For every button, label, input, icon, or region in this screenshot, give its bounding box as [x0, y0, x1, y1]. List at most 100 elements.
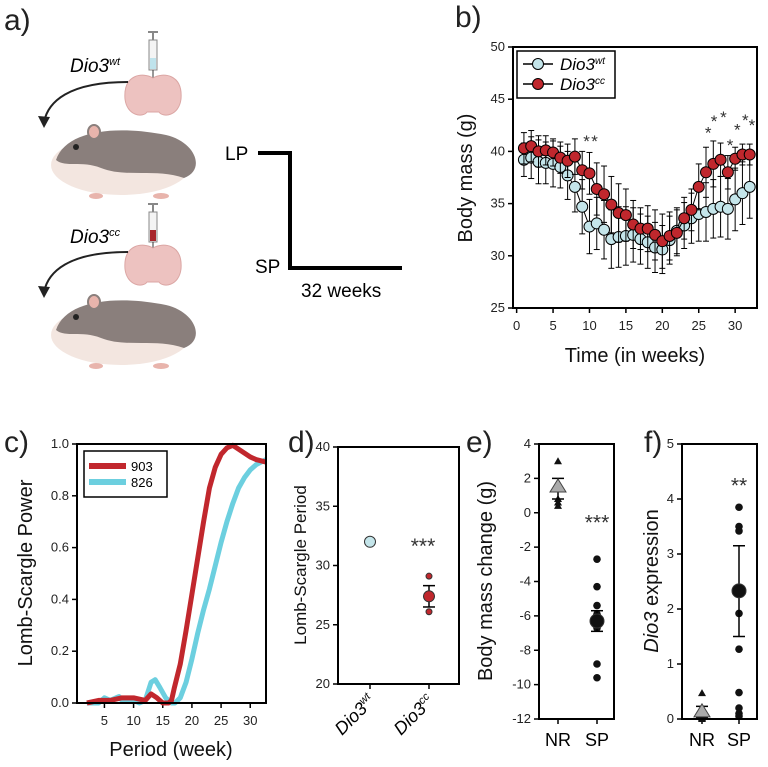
- d-point: [425, 608, 433, 616]
- b-legend-label-base: Dio3: [560, 55, 596, 74]
- hamster-foot: [153, 363, 169, 369]
- f-xtick-label: SP: [727, 730, 751, 750]
- d-plot-frame: [337, 446, 460, 685]
- panel-label-b: b): [455, 1, 482, 34]
- b-point-cc: [743, 148, 756, 161]
- f-point: [735, 645, 743, 653]
- b-point-cc: [721, 166, 734, 179]
- cc-label: Dio3cc: [70, 227, 121, 248]
- c-legend-label-903: 903: [131, 459, 153, 474]
- arrowhead-icon: [38, 116, 50, 128]
- b-point-cc: [619, 209, 632, 222]
- e-significance-stars: ***: [585, 512, 610, 535]
- c-xtick-label: 20: [185, 713, 199, 728]
- timeline-line: [258, 151, 402, 270]
- panel-label-e: e): [466, 426, 493, 459]
- d-ytick-label: 20: [316, 676, 330, 691]
- c-xtick-label: 10: [126, 713, 140, 728]
- hamster-ear: [87, 124, 101, 140]
- c-plot-frame: [76, 443, 267, 704]
- brain-section-icon: [124, 244, 182, 286]
- brain-section-icon: [124, 74, 182, 116]
- b-legend: [516, 50, 616, 99]
- wt-label: Dio3wt: [70, 56, 121, 77]
- cc-label-base: Dio3: [70, 227, 110, 248]
- b-xtick-label: 10: [582, 318, 596, 333]
- b-point-cc: [678, 212, 691, 225]
- e-point: [593, 555, 601, 563]
- d-ytick-label: 25: [316, 617, 330, 632]
- e-ytick-label: -4: [519, 574, 531, 589]
- c-ylabel: Lomb-Scargle Power: [15, 479, 37, 666]
- b-ytick-label: 25: [491, 300, 505, 315]
- c-xtick-label: 30: [243, 713, 257, 728]
- f-significance-stars: **: [731, 475, 747, 498]
- b-xlabel: Time (in weeks): [565, 345, 705, 367]
- b-legend-label-cc: Dio3cc: [560, 75, 605, 94]
- b-point-cc: [583, 167, 596, 180]
- e-ytick-label: 2: [524, 470, 531, 485]
- b-legend-marker-cc: [532, 78, 544, 90]
- c-line-903: [86, 442, 266, 706]
- f-ylabel: Dio3 expression: [641, 509, 663, 652]
- e-point: [554, 457, 562, 465]
- d-point: [425, 572, 433, 580]
- c-legend: [83, 450, 168, 498]
- e-point: [593, 660, 601, 668]
- e-ytick-label: -8: [519, 642, 531, 657]
- curved-arrow-icon: [43, 251, 129, 293]
- b-ytick-label: 30: [491, 248, 505, 263]
- duration-label: 32 weeks: [301, 281, 381, 302]
- b-point-wt: [598, 223, 611, 236]
- d-xtick-label-wt: Dio3wt: [331, 690, 380, 739]
- b-legend-label-sup: cc: [595, 76, 605, 87]
- e-ytick-label: 4: [524, 436, 531, 451]
- e-mean-marker: [589, 613, 605, 629]
- c-ytick-label: 0.0: [51, 695, 69, 710]
- f-ytick-label: 0: [667, 711, 674, 726]
- b-significance-star: *: [711, 112, 718, 131]
- e-xtick-label: SP: [585, 730, 609, 750]
- cc-injection-group: Dio3cc: [38, 203, 196, 369]
- hamster-body: [56, 130, 196, 178]
- hamster-icon: [51, 124, 196, 199]
- c-ytick-label: 0.8: [51, 488, 69, 503]
- b-significance-star: *: [734, 120, 741, 139]
- e-mean-marker: [549, 478, 567, 493]
- hamster-body: [56, 300, 196, 348]
- d-xtick-label-cc: Dio3cc: [390, 690, 438, 738]
- d-significance-stars: ***: [411, 535, 436, 558]
- b-point-cc: [700, 166, 713, 179]
- b-point-wt: [721, 202, 734, 215]
- hamster-foot: [153, 193, 169, 199]
- b-significance-star: *: [705, 124, 712, 143]
- c-ytick-label: 0.6: [51, 540, 69, 555]
- b-legend-label-base: Dio3: [560, 75, 596, 94]
- e-ytick-label: -10: [512, 677, 531, 692]
- f-ylabel-rest: expression: [641, 509, 663, 611]
- b-point-wt: [568, 180, 581, 193]
- b-xtick-label: 0: [513, 318, 520, 333]
- c-ytick-label: 1.0: [51, 436, 69, 451]
- d-ytick-label: 35: [316, 498, 330, 513]
- b-significance-star: *: [749, 116, 756, 135]
- b-point-cc: [568, 150, 581, 163]
- curved-arrow-icon: [43, 81, 129, 123]
- b-ytick-label: 45: [491, 91, 505, 106]
- hamster-foot: [89, 363, 103, 369]
- b-ytick-label: 50: [491, 39, 505, 54]
- e-xtick-label: NR: [545, 730, 571, 750]
- b-xtick-label: 30: [728, 318, 742, 333]
- e-ytick-label: -6: [519, 608, 531, 623]
- e-ytick-label: 0: [524, 505, 531, 520]
- wt-injection-group: Dio3wt: [38, 31, 196, 199]
- e-ytick-label: -12: [512, 711, 531, 726]
- hamster-icon: [51, 294, 196, 369]
- f-point: [735, 704, 743, 712]
- b-ytick-label: 40: [491, 143, 505, 158]
- cc-label-sup: cc: [109, 227, 121, 239]
- panel-label-f: f): [644, 426, 662, 459]
- hamster-foot: [89, 193, 103, 199]
- e-ytick-label: -2: [519, 539, 531, 554]
- panel-label-d: d): [288, 426, 315, 459]
